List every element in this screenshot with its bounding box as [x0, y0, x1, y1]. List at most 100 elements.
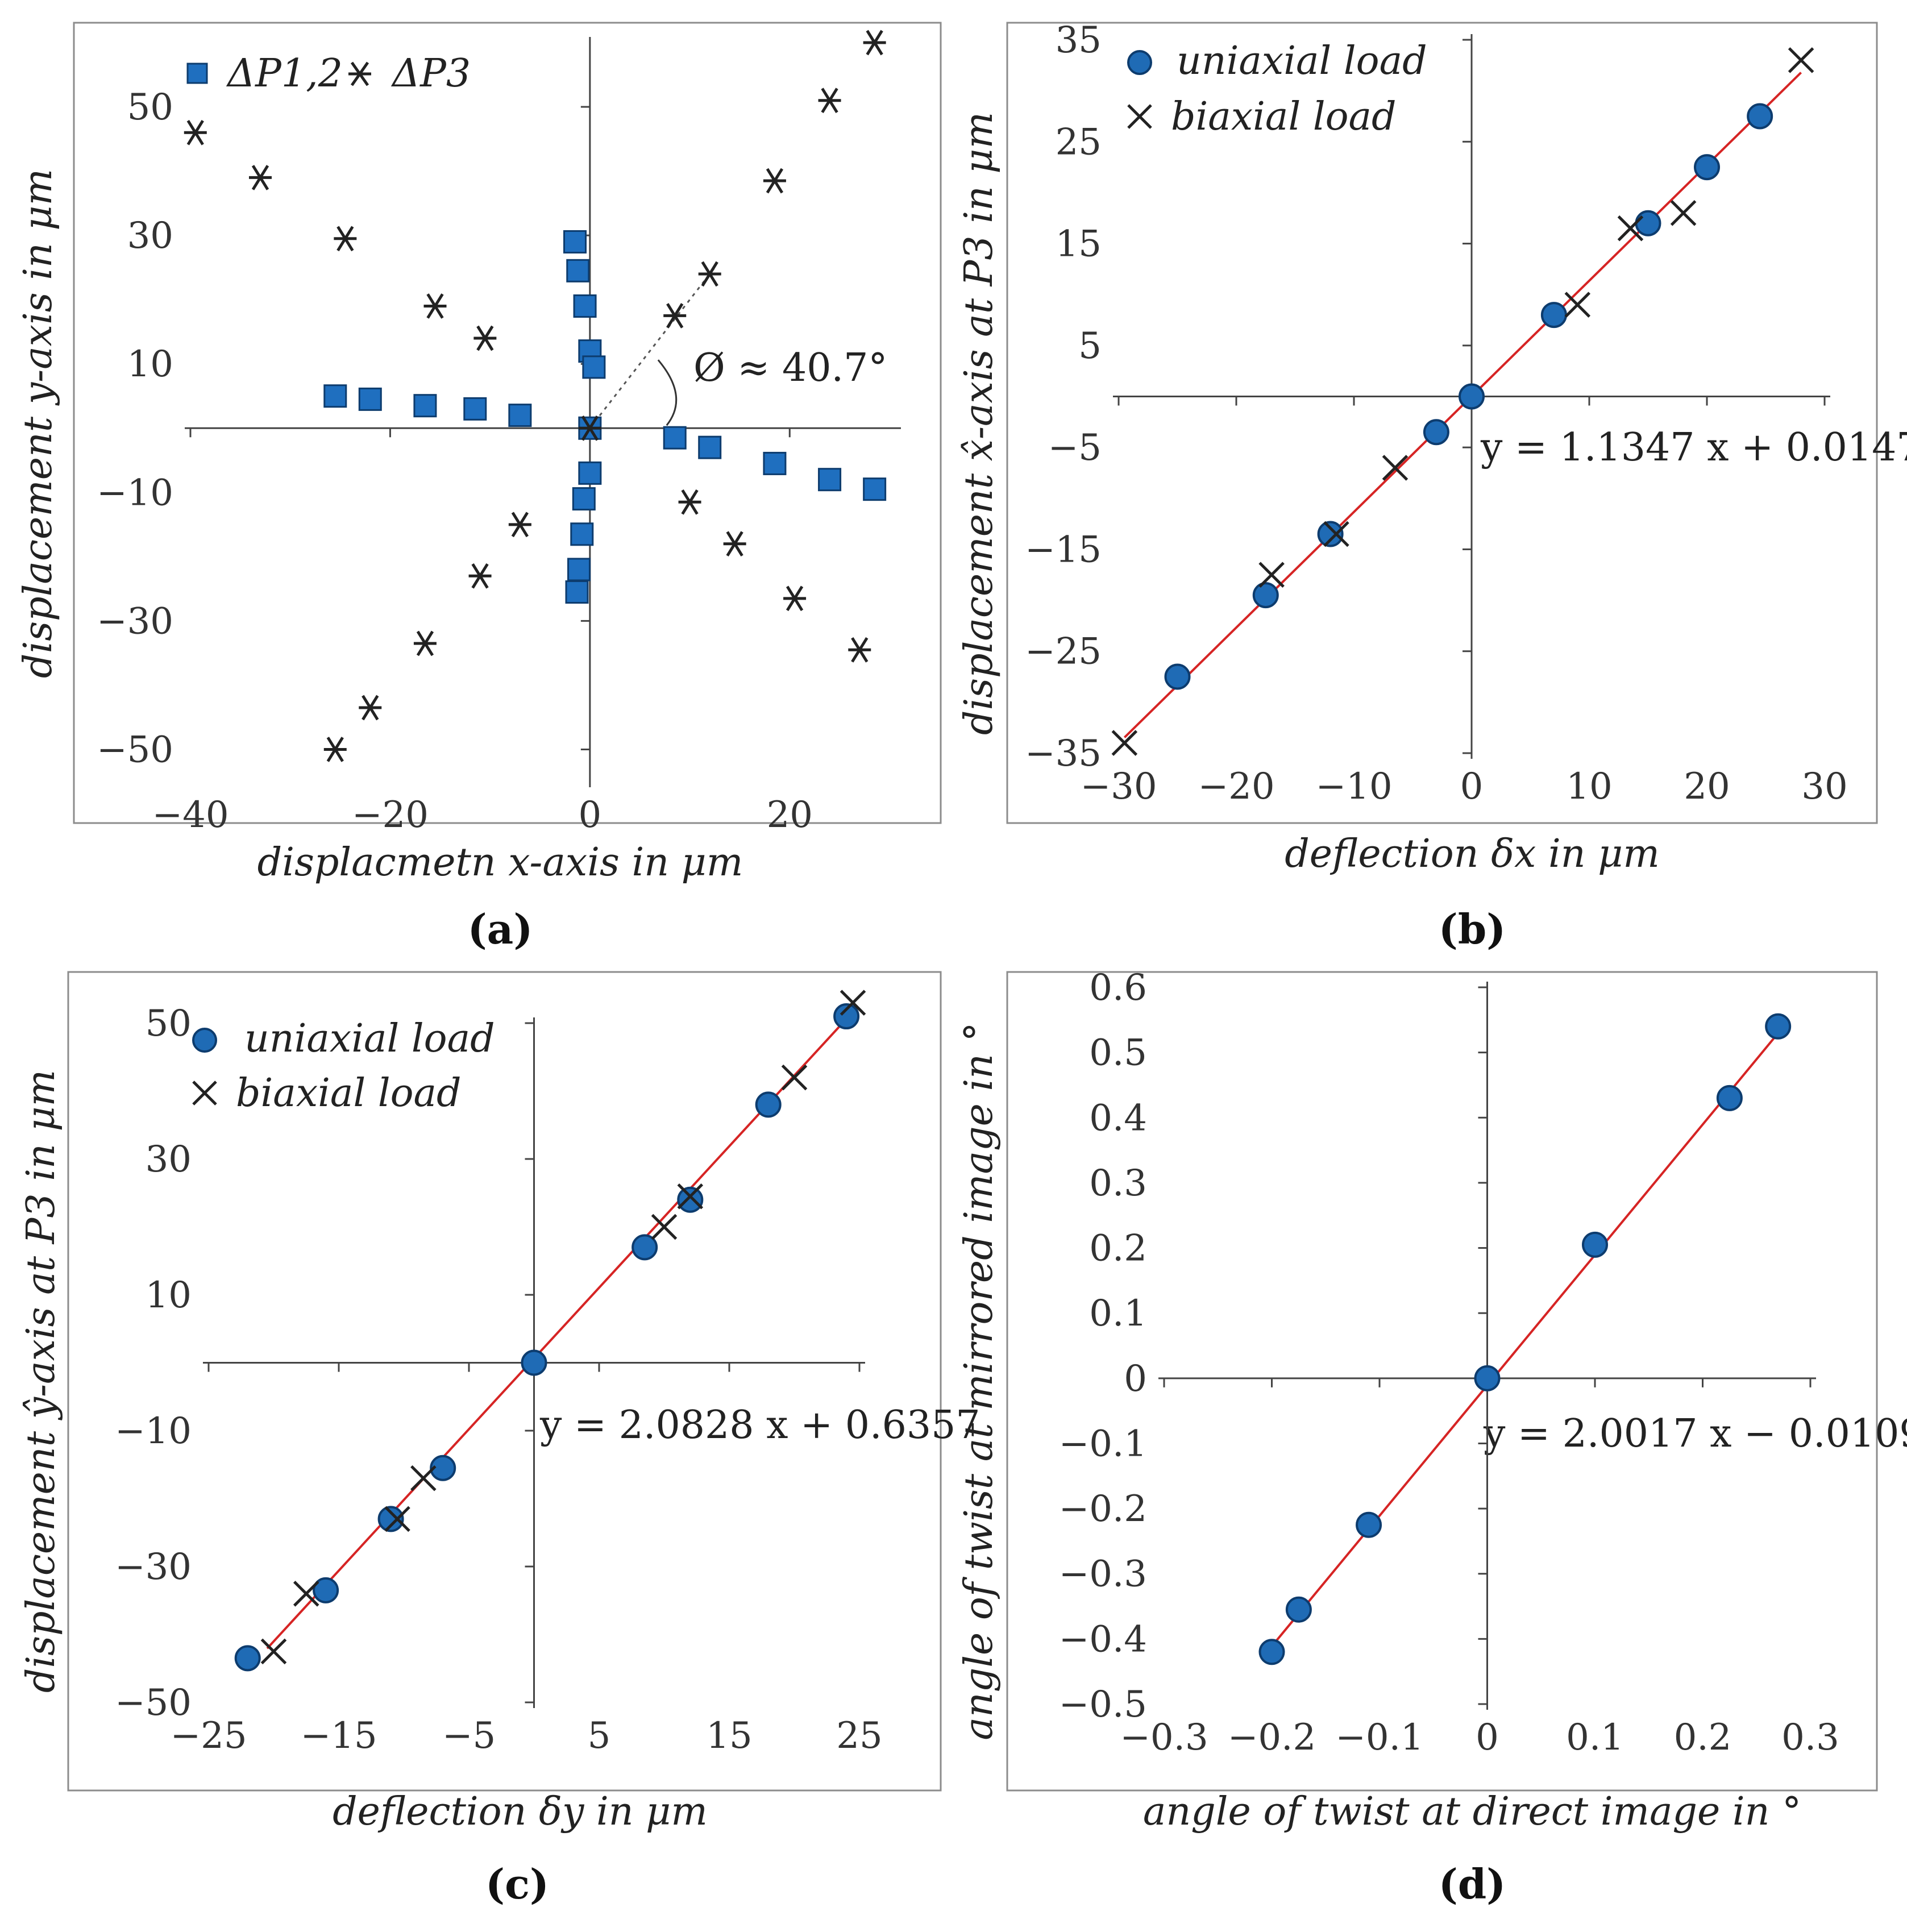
data-point: [698, 435, 722, 459]
data-point: [565, 580, 589, 604]
panel-a-legend: ΔP1,2 ΔP3: [186, 51, 471, 96]
data-point: [863, 477, 887, 501]
y-tick-label: 25: [1056, 121, 1102, 163]
x-tick-label: 15: [706, 1715, 752, 1757]
panel-a-angle-annotation: Ø ≈ 40.7°: [693, 346, 887, 390]
y-tick-label: 10: [146, 1274, 192, 1316]
panel-a-label: (a): [468, 905, 533, 953]
x-tick-label: −5: [442, 1715, 496, 1757]
data-point: [473, 325, 497, 351]
legend-entry-dp12: ΔP1,2: [226, 51, 343, 96]
panel-b-fit-equation: y = 1.1347 x + 0.0147: [1480, 425, 1907, 470]
data-point: [840, 990, 866, 1016]
panel-c-ylabel: displacement ŷ-axis at P3 in μm: [19, 1070, 64, 1693]
legend-entry-biaxial: biaxial load: [236, 1071, 462, 1116]
data-point: [833, 1003, 860, 1030]
data-point: [413, 394, 437, 418]
x-tick-label: 0: [578, 794, 601, 836]
x-tick-label: −10: [1315, 766, 1392, 808]
y-tick-label: −0.4: [1059, 1618, 1147, 1660]
x-tick-label: 0: [1476, 1717, 1499, 1759]
data-point: [678, 489, 701, 515]
data-point: [582, 355, 606, 379]
data-point: [1788, 47, 1814, 73]
data-point: [430, 1455, 456, 1481]
data-point: [260, 1638, 287, 1665]
y-tick-label: −0.5: [1059, 1684, 1147, 1726]
data-point: [1617, 215, 1644, 242]
x-tick-label: 20: [1684, 766, 1730, 808]
x-tick-label: 20: [767, 794, 813, 836]
panel-d-frame: [1006, 971, 1878, 1792]
panel-d-fit-equation: y = 2.0017 x − 0.0109: [1483, 1411, 1907, 1456]
panel-b-frame: [1006, 22, 1878, 824]
y-tick-label: −0.3: [1059, 1553, 1147, 1596]
legend-entry-dp3: ΔP3: [390, 51, 471, 96]
data-point: [677, 1186, 704, 1213]
data-point: [463, 397, 487, 421]
x-tick-label: −20: [1198, 766, 1274, 808]
data-point: [677, 1183, 704, 1210]
data-point: [1716, 1085, 1743, 1111]
data-point: [1540, 302, 1567, 329]
x-tick-label: −0.3: [1120, 1717, 1208, 1759]
data-point: [521, 1349, 547, 1376]
data-point: [1694, 154, 1720, 181]
x-tick-label: −20: [352, 794, 429, 836]
data-point: [384, 1506, 410, 1532]
y-tick-label: −0.1: [1059, 1423, 1147, 1465]
y-tick-label: 35: [1056, 19, 1102, 61]
y-tick-label: −50: [115, 1682, 192, 1724]
legend-cross-marker: [192, 1081, 217, 1106]
data-point: [573, 294, 597, 318]
panel-c-xlabel: deflection δy in μm: [333, 1789, 708, 1834]
y-tick-label: 50: [146, 1003, 192, 1045]
data-point: [578, 461, 602, 485]
data-point: [1423, 419, 1449, 446]
panel-b-xlabel: deflection δx in μm: [1285, 832, 1660, 876]
panel-b-label: (b): [1439, 905, 1506, 953]
panel-d-plot: −0.3 −0.2 −0.1 0 0.1 0.2 0.3 −0.5 −0.4 −0.3 −0.2 −0…: [1059, 967, 1839, 1759]
data-point: [1258, 562, 1285, 588]
y-tick-label: 0.6: [1089, 967, 1147, 1009]
data-point: [1323, 521, 1349, 547]
x-tick-label: 30: [1801, 766, 1847, 808]
x-tick-label: −25: [170, 1715, 247, 1757]
x-tick-label: 25: [836, 1715, 882, 1757]
data-point: [1252, 582, 1279, 609]
legend-entry-biaxial: biaxial load: [1171, 94, 1397, 139]
x-tick-label: 0.3: [1781, 1717, 1839, 1759]
data-point: [293, 1581, 319, 1607]
data-point: [323, 384, 347, 408]
data-point: [578, 415, 601, 441]
y-tick-label: 0.4: [1089, 1097, 1147, 1139]
legend-entry-uniaxial: uniaxial load: [244, 1016, 495, 1061]
data-point: [663, 303, 687, 329]
x-tick-label: −0.2: [1228, 1717, 1316, 1759]
y-tick-label: −30: [97, 600, 173, 642]
data-point: [184, 119, 207, 146]
y-tick-label: −35: [1025, 733, 1102, 775]
panel-b-legend: uniaxial load biaxial load: [1127, 39, 1427, 139]
data-point: [651, 1214, 678, 1240]
data-point: [334, 226, 357, 252]
data-point: [1382, 455, 1409, 481]
data-point: [1459, 383, 1485, 410]
y-tick-label: 30: [146, 1139, 192, 1181]
data-point: [755, 1091, 782, 1118]
y-tick-label: 5: [1078, 325, 1102, 367]
data-point: [1747, 103, 1773, 130]
data-point: [468, 563, 492, 589]
y-tick-label: 15: [1056, 223, 1102, 265]
data-point: [234, 1645, 261, 1672]
y-tick-label: 0: [1124, 1358, 1147, 1400]
data-point: [1564, 292, 1591, 318]
y-tick-label: 0.1: [1089, 1293, 1147, 1335]
y-tick-label: −10: [115, 1410, 192, 1452]
panel-c-fit-equation: y = 2.0828 x + 0.6357: [539, 1403, 980, 1448]
data-point: [1111, 730, 1138, 756]
data-point: [723, 531, 746, 557]
y-tick-label: −30: [115, 1546, 192, 1588]
x-tick-label: −30: [1080, 766, 1157, 808]
y-tick-label: 0.5: [1089, 1032, 1147, 1074]
